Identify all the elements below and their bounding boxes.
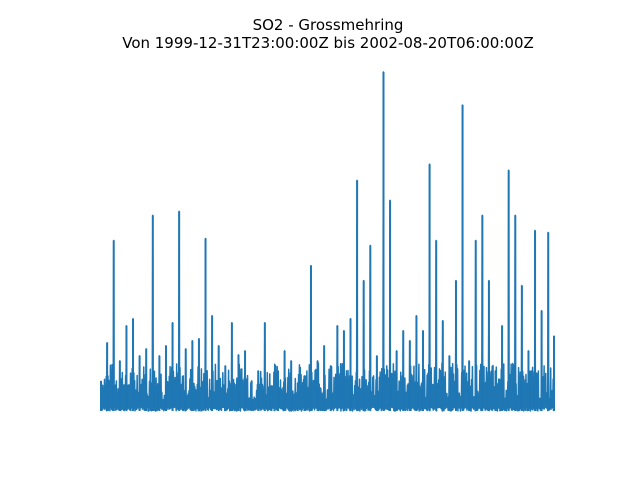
chart-title-block: SO2 - Grossmehring Von 1999-12-31T23:00:… [0,16,640,52]
series-line [100,71,555,412]
chart-subtitle: Von 1999-12-31T23:00:00Z bis 2002-08-20T… [122,34,534,52]
plot-area [100,71,555,412]
chart-title: SO2 - Grossmehring [252,16,404,34]
